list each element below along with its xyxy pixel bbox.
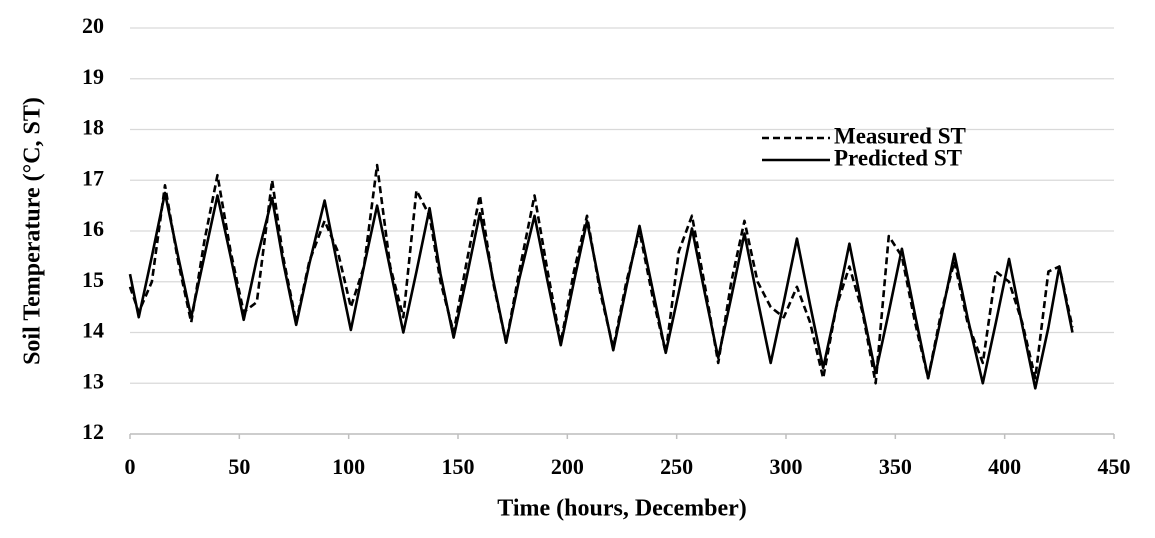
legend-label: Measured ST	[834, 123, 966, 148]
legend-label: Predicted ST	[834, 145, 962, 170]
y-tick-label: 14	[82, 318, 104, 343]
y-tick-label: 15	[82, 267, 104, 292]
x-tick-label: 350	[879, 454, 912, 479]
x-tick-label: 200	[551, 454, 584, 479]
x-tick-label: 250	[660, 454, 693, 479]
y-tick-label: 20	[82, 13, 104, 38]
y-tick-label: 18	[82, 115, 104, 140]
x-tick-label: 450	[1098, 454, 1131, 479]
y-tick-label: 13	[82, 368, 104, 393]
x-axis-label: Time (hours, December)	[497, 496, 747, 522]
y-tick-label: 19	[82, 64, 104, 89]
y-axis-label: Soil Temperature (°C, ST)	[20, 97, 46, 365]
x-tick-label: 150	[442, 454, 475, 479]
series-line	[128, 191, 1074, 390]
x-tick-label: 0	[125, 454, 136, 479]
x-tick-label: 100	[332, 454, 365, 479]
y-tick-label: 12	[82, 419, 104, 444]
x-tick-label: 400	[988, 454, 1021, 479]
y-tick-label: 16	[82, 216, 104, 241]
x-tick-label: 50	[228, 454, 250, 479]
y-tick-label: 17	[82, 165, 104, 190]
x-tick-label: 300	[770, 454, 803, 479]
